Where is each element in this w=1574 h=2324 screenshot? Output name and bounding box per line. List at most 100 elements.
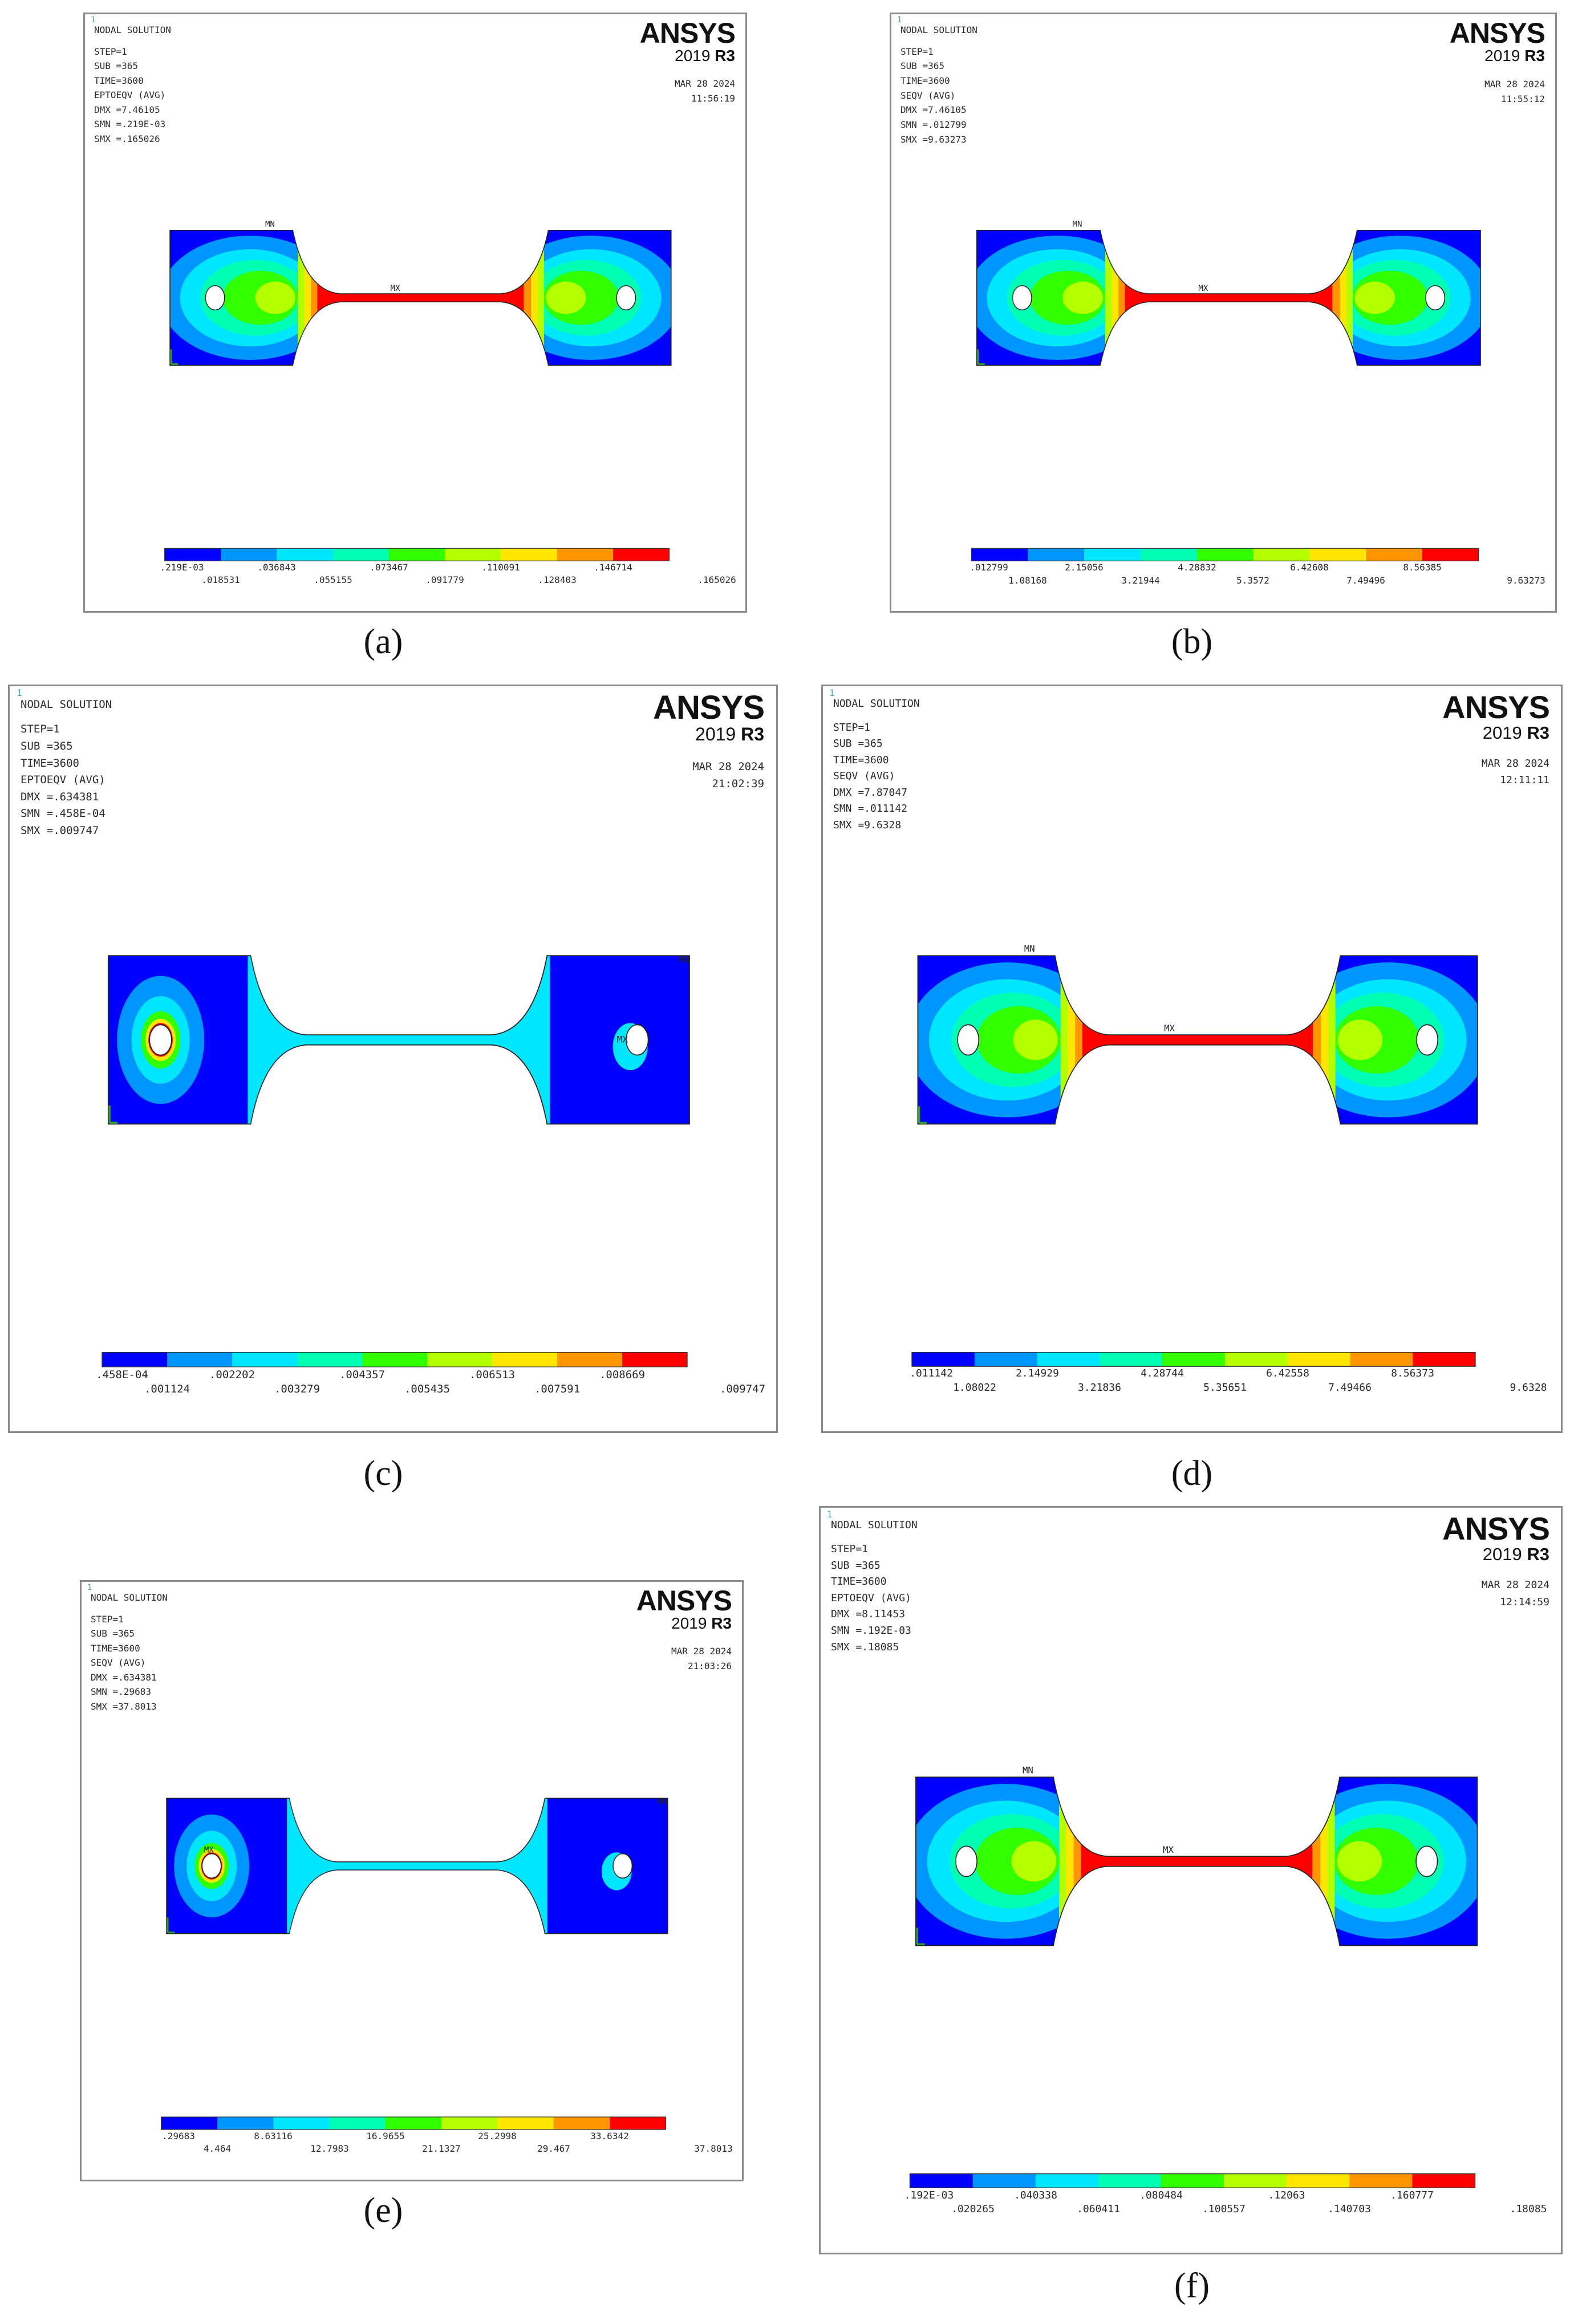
panel-f: 1 NODAL SOLUTION STEP=1 SUB =365 TIME=3600 EP… [819,1506,1563,2254]
right-hole [1425,285,1446,311]
legend-tick-label: 8.63116 [254,2131,293,2141]
legend-tick-label: .040338 [1014,2189,1057,2201]
legend-swatch [492,1352,558,1367]
legend-tick-label: .006513 [469,1369,516,1381]
header-line: SUB =365 [21,740,73,752]
legend-tick-label: .080484 [1139,2189,1183,2201]
header-line: SEQV (AVG) [91,1657,146,1668]
left-hole [957,1024,980,1056]
legend-swatch [1349,2173,1413,2188]
left-hole [955,1845,978,1877]
brand-release: R3 [741,724,764,744]
plot-time: 21:02:39 [712,778,764,790]
specimen-outline [107,955,690,1125]
axis-triad [167,1917,175,1934]
legend-tick-label: .140703 [1328,2203,1371,2215]
legend-swatch [613,548,670,561]
plot-date: MAR 28 2024 [1481,1579,1549,1591]
legend-tick-label: 2.15056 [1065,562,1104,573]
legend-tick-label: 4.28744 [1141,1367,1184,1379]
legend-tick-label: .007591 [534,1383,581,1395]
legend-tick-label: 3.21944 [1121,575,1160,586]
legend-swatch [329,2117,386,2130]
legend-tick-label: .055155 [314,574,352,585]
legend-swatch [277,548,334,561]
brand-release: R3 [715,47,735,64]
header-line: SMN =.011142 [833,803,908,815]
legend-swatch [1037,1352,1100,1367]
subfigure-caption: (e) [363,2191,403,2230]
legend-swatch [610,2117,666,2130]
axis-triad [977,349,985,365]
header-line: SMX =.009747 [21,824,99,837]
min-marker: MN [1023,1765,1033,1776]
header-line: STEP=1 [833,722,871,734]
panel-b: 1 NODAL SOLUTION STEP=1 SUB =365 TIME=3600 SE… [890,13,1557,613]
specimen-outline [166,1797,668,1934]
legend-swatch [332,548,390,561]
legend-swatch [297,1352,363,1367]
right-hole [1416,1024,1439,1056]
legend-swatch [388,548,445,561]
legend-tick-label: 5.35651 [1203,1382,1247,1394]
legend-swatch [273,2117,330,2130]
ansys-logo: ANSYS 2019 R3 [639,17,736,65]
legend-tick-label: .29683 [162,2131,195,2141]
window-number: 1 [827,1509,833,1520]
header-line: DMX =.634381 [21,791,99,803]
legend-tick-label: .005435 [404,1383,451,1395]
axis-triad [108,1106,118,1124]
header-line: SMX =9.63273 [900,134,967,145]
brand-name: ANSYS [653,689,765,726]
legend-tick-label: .128403 [538,574,577,585]
legend-tick-label: .458E-04 [96,1369,148,1381]
specimen-field [167,1798,668,1934]
specimen-outline [917,955,1478,1125]
header-line: SMN =.219E-03 [94,119,166,129]
legend-tick-label: .100557 [1202,2203,1246,2215]
legend-tick-label: 12.7983 [310,2143,349,2154]
legend-tick-label: 8.56373 [1391,1367,1434,1379]
max-marker: MX [204,1845,214,1855]
legend-tick-label: 3.21836 [1078,1382,1121,1394]
legend-swatch [441,2117,498,2130]
header-line: TIME=3600 [21,757,79,770]
axis-triad [916,1928,925,1945]
brand-version: 2019 [1484,47,1520,64]
legend-swatch [217,2117,274,2130]
solution-title: NODAL SOLUTION [21,698,112,711]
header-line: SUB =365 [94,60,139,71]
window-number: 1 [87,1583,92,1592]
legend-tick-label: .036843 [257,562,296,573]
legend-swatch [622,1352,688,1367]
header-line: EPTOEQV (AVG) [831,1592,911,1604]
header-line: EPTOEQV (AVG) [21,774,106,786]
legend-tick-label: .012799 [969,562,1008,573]
brand-release: R3 [1524,47,1545,64]
legend-tick-label: 16.9655 [366,2131,405,2141]
plot-time: 12:11:11 [1500,774,1549,786]
legend-swatch [557,548,614,561]
min-marker: MN [1073,220,1082,229]
panel-c: 1 NODAL SOLUTION STEP=1 SUB =365 TIME=3600 EP… [8,685,778,1433]
brand-version: 2019 [671,1614,707,1632]
solution-title: NODAL SOLUTION [900,25,977,35]
header-line: SMN =.012799 [900,119,967,130]
solution-title: NODAL SOLUTION [833,698,920,710]
legend-tick-label: .165026 [697,574,736,585]
legend-swatch [1196,548,1253,561]
max-marker: MX [391,284,400,293]
left-hole [201,1853,222,1879]
brand-name: ANSYS [1442,689,1550,725]
plot-date: MAR 28 2024 [692,760,764,773]
legend-tick-label: 9.63273 [1507,575,1545,586]
solution-title: NODAL SOLUTION [94,25,171,35]
panel-e: 1 NODAL SOLUTION STEP=1 SUB =365 TIME=3600 SE… [80,1580,744,2181]
subfigure-caption: (a) [363,622,403,661]
brand-name: ANSYS [639,17,736,49]
legend-tick-label: .073467 [370,562,408,573]
plot-time: 11:55:12 [1500,94,1545,104]
specimen-field [976,230,1481,366]
right-hole [626,1024,649,1056]
axis-triad [170,349,178,365]
